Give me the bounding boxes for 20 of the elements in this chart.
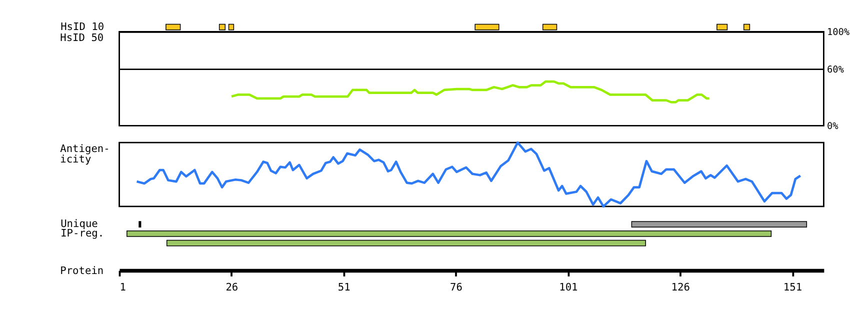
x-tick-label: 51 [338,282,350,294]
line-series [230,80,710,104]
bar [631,221,808,228]
y-tick-label: HsID 10 [60,20,104,33]
x-tick-label: 101 [559,282,578,294]
y-axis-title: HsID 50 [60,32,104,44]
y-tick-label: 0% [826,120,839,132]
x-tick-label: 126 [671,282,690,294]
y-tick-label: 60% [826,64,844,76]
bar [166,240,646,246]
x-tick-label: 76 [450,282,462,294]
y-tick-label: IP-reg. [60,228,104,240]
y-tick-label: 100% [826,27,850,38]
y-axis-title: Antigen- icity [60,142,110,166]
x-tick-label: 26 [226,282,238,294]
x-tick-label: 1 [120,282,126,294]
x-axis-title: Protein [60,265,104,278]
y-tick-label: Unique [60,218,98,230]
bar [126,230,772,237]
x-tick-label: 151 [783,282,802,294]
